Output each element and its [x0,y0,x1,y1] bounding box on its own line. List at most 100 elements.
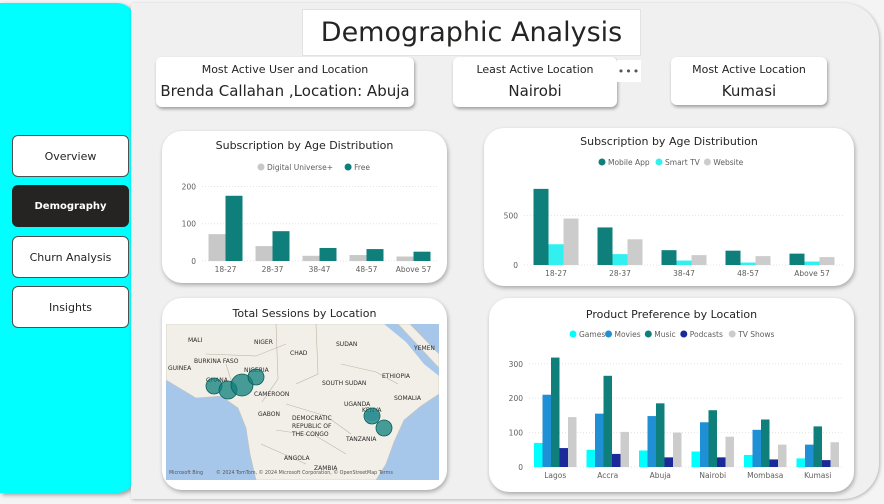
map-place-label: MALI [188,337,203,344]
bar [813,426,822,467]
kpi-label: Most Active User and Location [201,63,369,76]
legend-swatch [257,163,265,171]
kpi-most-active-location-card: Most Active Location Kumasi [671,57,827,105]
map-place-label: SUDAN [336,341,357,348]
bar [272,231,290,261]
bar [661,250,677,265]
age-plan-bar-chart[interactable]: Digital Universe+ Free 0 100 200 18-27 28-37 38… [162,131,447,283]
map-border [340,363,399,385]
map-border [295,324,319,385]
x-tick-label: 48-57 [356,265,378,274]
map-place-label: BURKINA FASO [194,358,239,365]
kpi-value: Brenda Callahan ,Location: Abuja [160,82,410,100]
bar [789,253,805,265]
bar [744,454,753,467]
map-place-label: TANZANIA [345,436,377,443]
x-tick-label: 18-27 [545,269,567,278]
bar [586,449,595,467]
bar [796,458,805,467]
bar [597,227,613,265]
kpi-label: Least Active Location [476,63,594,76]
chart-title: Subscription by Age Distribution [215,139,394,152]
bar [603,375,612,467]
legend-swatch [655,158,663,166]
map-place-label: CAMEROON [254,391,289,398]
legend-label: Smart TV [665,158,701,167]
y-tick-label: 300 [509,360,524,369]
legend-label: Podcasts [690,330,723,339]
x-tick-label: Abuja [650,471,671,480]
chart-panel-age-device: Subscription by Age Distribution Mobile … [484,128,854,286]
map-water [384,324,439,376]
legend-label: Website [713,158,743,167]
x-tick-label: 38-47 [673,269,695,278]
y-tick-label: 0 [191,257,196,266]
y-tick-label: 0 [513,261,518,270]
y-tick-label: 200 [509,394,524,403]
bar [225,195,243,261]
map-bubble [375,419,393,437]
legend-swatch [703,158,711,166]
nav-demography-button[interactable]: Demography [12,185,129,227]
bar [755,256,771,265]
bar [656,403,665,467]
bar [819,257,835,265]
map-border [205,343,287,357]
map-place-label: YEMEN [413,345,435,352]
bar [595,413,604,467]
chart-panel-product-location: Product Preference by Location Games Movi… [489,298,854,492]
x-tick-label: 18-27 [215,265,237,274]
bar [691,255,707,265]
sessions-map[interactable]: MALI NIGER CHAD SUDAN YEMEN BURKINA FASO GUINE… [166,324,439,480]
legend-swatch [680,330,688,338]
bar [208,234,226,261]
nav-insights-button[interactable]: Insights [12,286,129,328]
legend-label: Games [579,330,605,339]
more-options-button[interactable]: ••• [617,60,641,82]
age-device-bar-chart[interactable]: Mobile App Smart TV Website 0 500 18-27 28-37 3… [484,128,854,286]
product-location-bar-chart[interactable]: Games Movies Music Podcasts TV Shows 0 100 200 3… [489,298,854,492]
kpi-value: Kumasi [721,82,777,100]
x-tick-label: 38-47 [309,265,331,274]
bar [366,249,384,261]
legend-label: Movies [615,330,641,339]
y-tick-label: 500 [504,212,519,221]
y-tick-label: 200 [182,182,197,191]
map-place-label: GABON [258,411,280,418]
bar [627,239,643,265]
map-land [166,324,439,480]
legend-swatch [598,158,606,166]
map-attribution: © 2024 TomTom, © 2024 Microsoft Corporat… [216,469,393,476]
map-place-label: UGANDA [344,401,371,408]
page-title: Demographic Analysis [302,9,641,56]
bar [255,246,273,261]
y-tick-label: 100 [182,220,197,229]
bar [691,451,700,467]
nav-churn-analysis-button[interactable]: Churn Analysis [12,236,129,278]
x-tick-label: Above 57 [396,265,432,274]
bar [349,255,367,261]
bar [559,448,568,467]
map-place-label: ZAMBIA [314,465,338,472]
nav-overview-button[interactable]: Overview [12,135,129,177]
chart-title: Product Preference by Location [585,308,758,321]
x-tick-label: 48-57 [737,269,759,278]
bar [725,250,741,265]
bar [752,429,761,467]
map-bubble [363,407,381,425]
legend-label: Mobile App [608,158,650,167]
map-place-label: THE CONGO [291,431,329,438]
kpi-label: Most Active Location [692,63,806,76]
map-place-label: DEMOCRATIC [292,415,332,422]
map-bubble [230,373,254,397]
bar [551,357,560,467]
bar [761,419,770,467]
bar [639,450,648,467]
x-tick-label: Accra [597,471,618,480]
bar [664,457,673,467]
map-place-label: NIGER [254,339,273,346]
bar [769,459,778,467]
bar [740,262,756,265]
bar [548,244,564,265]
